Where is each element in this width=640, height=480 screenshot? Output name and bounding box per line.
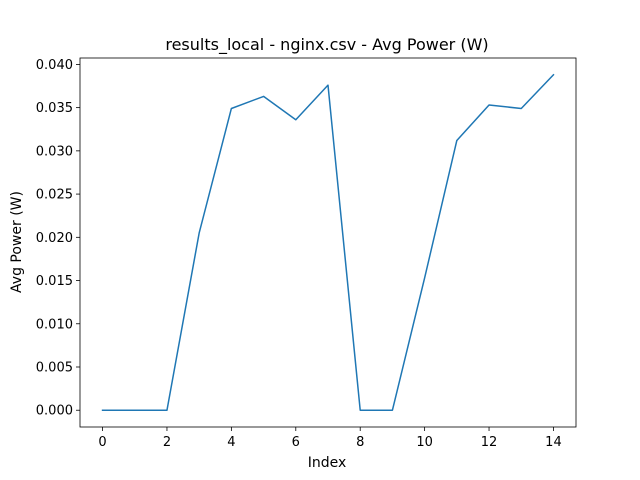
data-point-0-13 — [520, 108, 522, 110]
x-tick-label-2: 4 — [227, 435, 235, 450]
data-point-0-1 — [134, 409, 136, 411]
y-tick-label-4: 0.020 — [36, 231, 73, 246]
y-tick-label-7: 0.035 — [36, 101, 73, 116]
data-point-0-8 — [359, 409, 361, 411]
x-tick-label-5: 10 — [416, 435, 433, 450]
data-point-0-0 — [102, 409, 104, 411]
y-axis-label: Avg Power (W) — [9, 191, 25, 293]
y-tick-label-2: 0.010 — [36, 317, 73, 332]
x-tick-label-4: 8 — [356, 435, 364, 450]
x-tick-label-1: 2 — [163, 435, 171, 450]
chart-title: results_local - nginx.csv - Avg Power (W… — [165, 35, 488, 55]
y-tick-label-0: 0.000 — [36, 404, 73, 419]
x-tick-label-3: 6 — [292, 435, 300, 450]
y-tick-label-5: 0.025 — [36, 188, 73, 203]
data-point-0-3 — [198, 232, 200, 234]
x-tick-label-7: 14 — [545, 435, 562, 450]
x-axis-label: Index — [308, 455, 347, 471]
x-tick-label-6: 12 — [481, 435, 498, 450]
series-line-0 — [101, 73, 555, 411]
data-point-0-9 — [392, 409, 394, 411]
x-tick-label-0: 0 — [98, 435, 106, 450]
data-point-0-12 — [488, 104, 490, 106]
y-tick-label-6: 0.030 — [36, 144, 73, 159]
y-tick-label-1: 0.005 — [36, 360, 73, 375]
data-point-0-5 — [263, 95, 265, 97]
data-point-0-4 — [230, 108, 232, 110]
data-point-0-7 — [327, 84, 329, 86]
data-point-0-2 — [166, 409, 168, 411]
y-tick-label-3: 0.015 — [36, 274, 73, 289]
data-point-0-14 — [553, 74, 555, 76]
y-tick-label-8: 0.040 — [36, 58, 73, 73]
data-point-0-10 — [424, 277, 426, 279]
data-point-0-6 — [295, 119, 297, 121]
data-point-0-11 — [456, 140, 458, 142]
plot-frame — [79, 57, 577, 428]
plot-area: 0 2 4 6 8 10 12 14 0.000 0.005 0.010 0.015 0.020 0.02… — [36, 57, 577, 450]
